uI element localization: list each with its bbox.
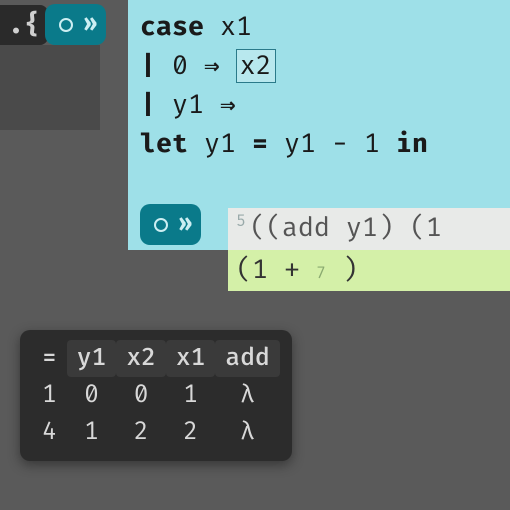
code-line-let: let y1 = y1 − 1 in bbox=[140, 125, 498, 164]
step-number: 7 bbox=[316, 263, 326, 283]
selected-expr[interactable]: x2 bbox=[236, 49, 276, 83]
badge-text: .{ bbox=[8, 9, 40, 41]
evaluation-result: 5((add y1) (1 (1 + 7 ) bbox=[228, 208, 510, 291]
code-line-case: case x1 bbox=[140, 8, 498, 47]
step-pill-outer[interactable]: » bbox=[45, 4, 106, 45]
circle-icon bbox=[154, 218, 168, 232]
code-line-pattern1: | 0 ⇒ x2 bbox=[140, 47, 498, 86]
chevron-right-icon: » bbox=[83, 10, 92, 39]
table-header[interactable]: y1 bbox=[67, 340, 117, 377]
step-pill-inner[interactable]: » bbox=[140, 204, 201, 245]
table-header[interactable]: add bbox=[215, 340, 279, 377]
result-line-2: (1 + 7 ) bbox=[228, 250, 510, 292]
table-row: 4 1 2 2 λ bbox=[32, 414, 280, 451]
table-row: 1 0 0 1 λ bbox=[32, 377, 280, 414]
table-header[interactable]: x2 bbox=[116, 340, 166, 377]
step-number: 5 bbox=[236, 211, 246, 231]
table-header-row: = y1 x2 x1 add bbox=[32, 340, 280, 377]
result-line-1: 5((add y1) (1 bbox=[228, 208, 510, 250]
circle-icon bbox=[59, 18, 73, 32]
table-header: = bbox=[32, 340, 67, 377]
chevron-right-icon: » bbox=[178, 210, 187, 239]
code-line-spacer bbox=[140, 164, 498, 203]
table-header[interactable]: x1 bbox=[166, 340, 216, 377]
sidebar-dark-region bbox=[0, 45, 100, 130]
context-badge: .{ bbox=[0, 5, 48, 45]
environment-table: = y1 x2 x1 add 1 0 0 1 λ 4 1 2 2 λ bbox=[20, 330, 292, 461]
code-line-pattern2: | y1 ⇒ bbox=[140, 86, 498, 125]
